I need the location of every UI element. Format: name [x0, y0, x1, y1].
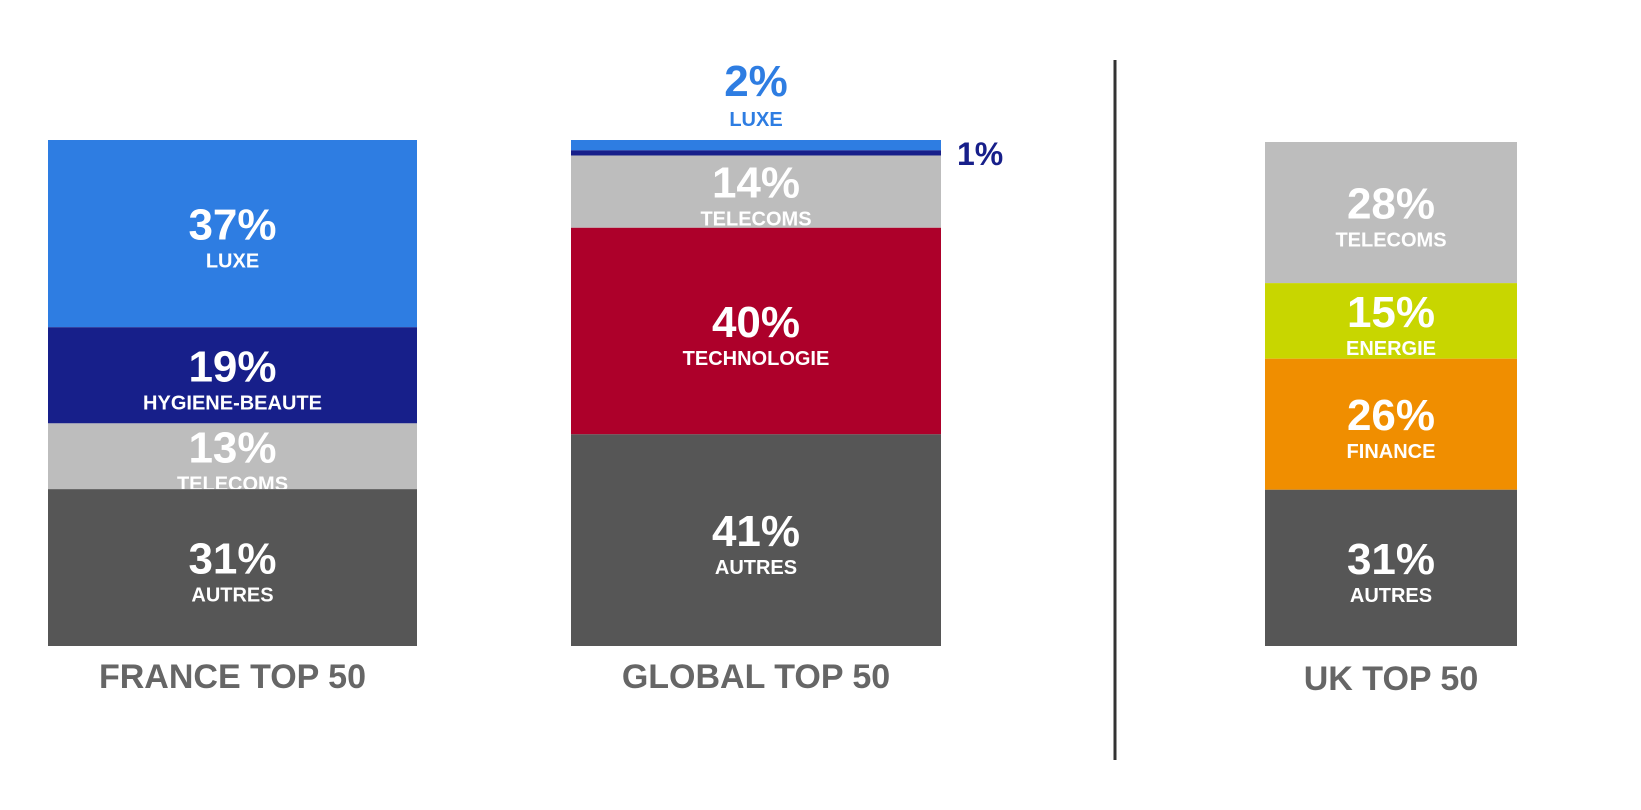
bar-segment-luxe — [571, 140, 941, 151]
stacked-bar-2: 28%TELECOMS 15%ENERGIE 26%FINANCE 31%AUTRES… — [1265, 142, 1517, 698]
segment-value-label: 37% — [188, 201, 276, 250]
segment-name-label: AUTRES — [715, 557, 797, 579]
segment-value-label: 40% — [712, 298, 800, 347]
segment-name-label: AUTRES — [191, 585, 273, 607]
segment-name-label: TECHNOLOGIE — [683, 348, 830, 370]
bar-segment-autres — [1265, 489, 1517, 646]
bar-segment-energie — [1265, 283, 1517, 359]
segment-value-label: 31% — [1347, 535, 1435, 584]
segment-name-label: LUXE — [729, 109, 782, 131]
bars-layer: 37%LUXE19%HYGIENE-BEAUTE13%TELECOMS31%AU… — [48, 57, 1517, 698]
bar-segment-telecoms — [571, 155, 941, 228]
segment-value-label: 1% — [957, 136, 1003, 172]
bar-segment-telecoms — [48, 423, 417, 490]
bar-segment-technologie — [571, 227, 941, 435]
segment-value-label: 19% — [188, 342, 276, 391]
segment-value-label: 26% — [1347, 391, 1435, 440]
segment-value-label: 15% — [1347, 288, 1435, 337]
segment-value-label: 13% — [188, 423, 276, 472]
chart-title: FRANCE TOP 50 — [99, 658, 366, 696]
segment-value-label: 31% — [188, 535, 276, 584]
stacked-bar-1: 2% LUXE 1% 14%TELECOMS 40%TECHNOLOGIE 41%AUTR… — [571, 57, 1003, 696]
chart-title: UK TOP 50 — [1304, 660, 1478, 698]
segment-name-label: LUXE — [206, 251, 259, 273]
segment-value-label: 41% — [712, 507, 800, 556]
chart-title: GLOBAL TOP 50 — [622, 658, 890, 696]
bar-segment-finance — [1265, 358, 1517, 490]
segment-value-label: 14% — [712, 159, 800, 208]
segment-name-label: FINANCE — [1347, 441, 1436, 463]
segment-name-label: TELECOMS — [1335, 230, 1446, 252]
bar-segment-autres — [48, 489, 417, 646]
bar-segment-luxe — [48, 140, 417, 328]
bar-segment-hygiene-beaute — [48, 327, 417, 424]
stacked-bar-0: 37%LUXE19%HYGIENE-BEAUTE13%TELECOMS31%AU… — [48, 140, 417, 696]
segment-value-label: 28% — [1347, 180, 1435, 229]
segment-value-label: 2% — [724, 57, 788, 106]
segment-name-label: TELECOMS — [700, 209, 811, 231]
segment-name-label: AUTRES — [1350, 585, 1432, 607]
bar-segment-autres — [571, 434, 941, 646]
segment-name-label: HYGIENE-BEAUTE — [143, 392, 322, 414]
bar-segment-telecoms — [1265, 142, 1517, 284]
segment-name-label: ENERGIE — [1346, 338, 1436, 360]
bar-segment-unlabeled — [571, 150, 941, 156]
